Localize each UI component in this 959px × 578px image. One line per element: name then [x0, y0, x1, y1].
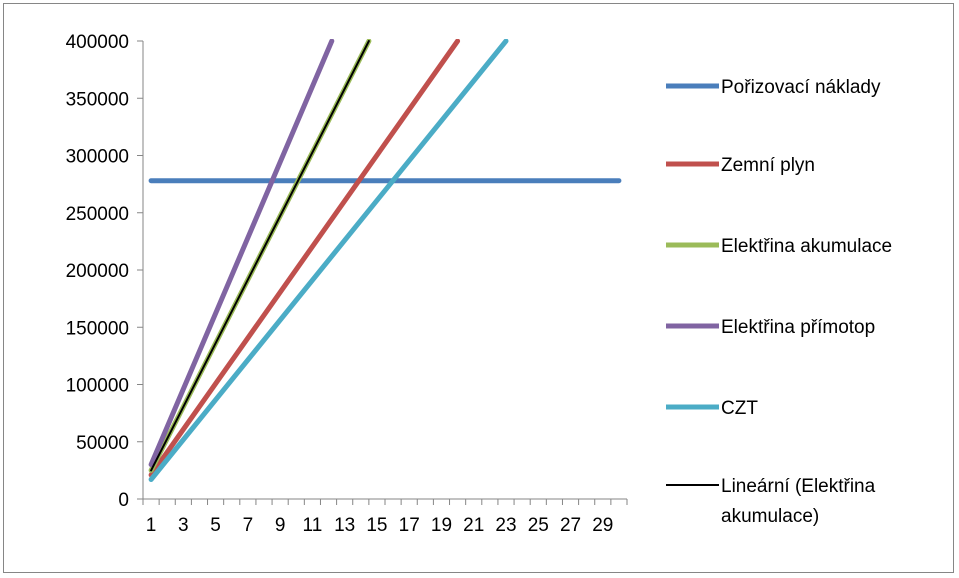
- y-tick-label: 200000: [66, 261, 129, 282]
- series-line-3: [148, 39, 335, 468]
- series-line-4: [148, 39, 509, 482]
- chart-area: 0 50000 100000 150000 200000 250000 300000 3500…: [3, 3, 954, 573]
- axes: 0 50000 100000 150000 200000 250000 300000 3500…: [66, 32, 628, 536]
- x-tick-label: 7: [243, 515, 254, 536]
- y-tick-label: 250000: [66, 204, 129, 225]
- legend-label: Zemní plyn: [721, 155, 815, 176]
- x-tick-label: 13: [334, 515, 355, 536]
- x-tick-label: 9: [275, 515, 286, 536]
- legend-label: CZT: [721, 398, 758, 419]
- y-tick-label: 100000: [66, 376, 129, 397]
- x-tick-label: 25: [528, 515, 549, 536]
- legend-label: Elektřina akumulace: [721, 236, 892, 257]
- legend-label: Elektřina přímotop: [721, 317, 875, 338]
- legend-label: Pořizovací náklady: [721, 77, 881, 98]
- series-layer: [148, 39, 622, 482]
- x-tick-label: 29: [592, 515, 613, 536]
- x-tick-label: 11: [303, 515, 323, 536]
- y-tick-label: 350000: [66, 89, 129, 110]
- x-tick-label: 3: [178, 515, 189, 536]
- y-tick-label: 0: [118, 490, 129, 511]
- x-tick-label: 27: [560, 515, 581, 536]
- chart-svg: 0 50000 100000 150000 200000 250000 300000 3500…: [66, 32, 893, 536]
- legend-label: Lineární (Elektřina: [721, 476, 876, 497]
- x-tick-label: 23: [495, 515, 516, 536]
- x-tick-label: 19: [431, 515, 452, 536]
- legend-label: akumulace): [721, 506, 819, 527]
- y-tick-label: 150000: [66, 318, 129, 339]
- x-tick-label: 5: [210, 515, 221, 536]
- y-tick-label: 400000: [66, 32, 129, 53]
- series-line-1: [148, 39, 461, 478]
- y-tick-label: 300000: [66, 147, 129, 168]
- legend: Pořizovací náklady Zemní plyn Elektřina ak…: [666, 77, 892, 527]
- x-tick-label: 1: [146, 515, 157, 536]
- series-line-5: [150, 40, 370, 472]
- y-tick-label: 50000: [76, 433, 129, 454]
- x-tick-label: 17: [399, 515, 420, 536]
- x-tick-label: 21: [463, 515, 484, 536]
- x-tick-label: 15: [366, 515, 387, 536]
